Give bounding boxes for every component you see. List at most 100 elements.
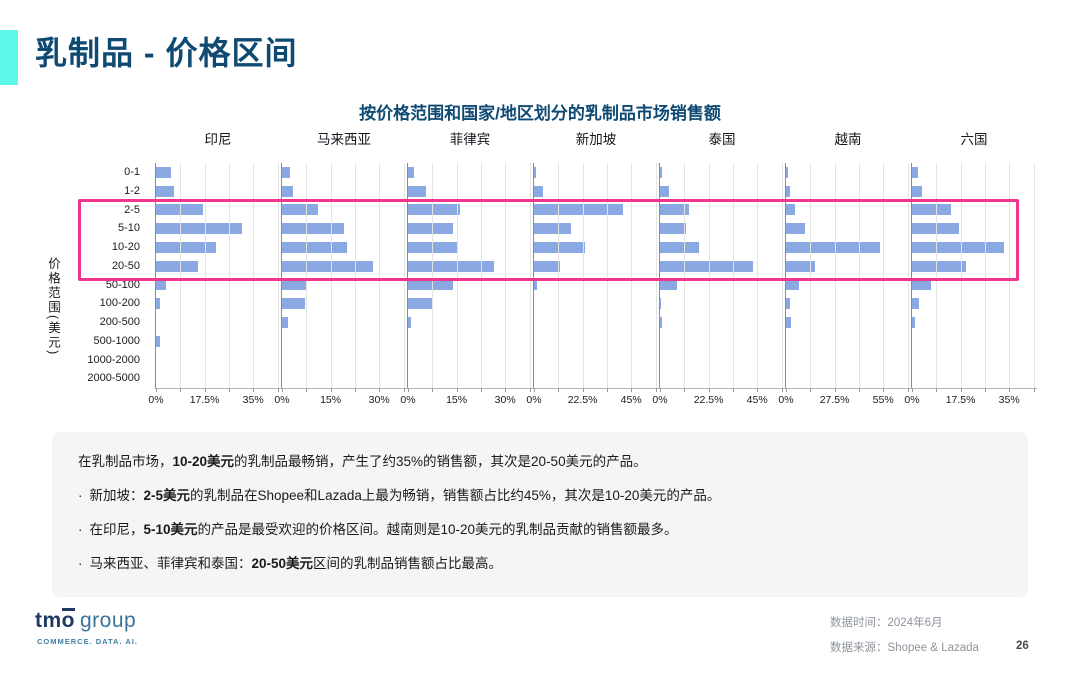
- price-range-label: 100-200: [99, 297, 140, 310]
- bar: [786, 223, 806, 235]
- bar: [786, 260, 816, 272]
- bar-row: [282, 163, 407, 182]
- bar-row: [534, 201, 659, 220]
- chart-panel-泰国: 0% 22.5% 45%: [652, 163, 785, 406]
- bar: [660, 316, 663, 328]
- bar: [534, 204, 623, 216]
- axis-tick-mark: [204, 388, 206, 392]
- bar-row: [660, 369, 785, 388]
- insight-text: 的产品是最受欢迎的价格区间。越南则是10-20美元的乳制品贡献的销售额最多。: [197, 522, 678, 537]
- bar-row: [282, 276, 407, 295]
- x-axis-tick-label: 0%: [778, 394, 794, 406]
- bar: [534, 185, 543, 197]
- axis-tick-mark: [834, 388, 836, 392]
- gridline: [204, 163, 206, 388]
- axis-tick-mark: [655, 388, 657, 392]
- bar-row: [156, 276, 281, 295]
- bar-row: [912, 276, 1037, 295]
- x-axis-tick-label: 27.5%: [819, 394, 850, 406]
- page-number: 26: [1016, 640, 1029, 652]
- bar-row: [660, 332, 785, 351]
- gridline: [354, 163, 356, 388]
- axis-tick-mark: [408, 388, 409, 392]
- bar: [912, 241, 1004, 253]
- x-axis-tick-label: 22.5%: [567, 394, 598, 406]
- bar: [282, 204, 318, 216]
- price-range-label: 200-500: [99, 316, 140, 328]
- chart-panel-印尼: 0% 17.5% 35%: [148, 163, 281, 406]
- bar: [660, 260, 753, 272]
- chart-panel-新加坡: 0% 22.5% 45%: [526, 163, 659, 406]
- price-range-label: 50-100: [105, 278, 140, 291]
- bar: [660, 241, 699, 253]
- bar: [912, 223, 960, 235]
- chart-panel-越南: 0% 27.5% 55%: [778, 163, 911, 406]
- bar: [786, 241, 880, 253]
- country-header: 菲律宾: [449, 132, 491, 147]
- bar-row: [534, 332, 659, 351]
- bar: [156, 241, 216, 253]
- bar-row: [534, 294, 659, 313]
- gridline: [960, 163, 962, 388]
- bar: [282, 316, 289, 328]
- gridline: [1009, 163, 1011, 388]
- x-axis-tick-label: 0%: [652, 394, 668, 406]
- axis-tick-mark: [529, 388, 531, 392]
- bar-row: [912, 369, 1037, 388]
- bar-row: [786, 332, 911, 351]
- bullet-dot: ·: [78, 488, 83, 503]
- axis-tick-mark: [505, 388, 507, 392]
- axis-tick-mark: [277, 388, 279, 392]
- insight-line: · 马来西亚、菲律宾和泰国：20-50美元区间的乳制品销售额占比最高。: [78, 557, 1004, 571]
- x-axis-tick-label: 45%: [620, 394, 642, 406]
- price-range-label: 500-1000: [93, 334, 141, 347]
- bar: [534, 166, 537, 178]
- bar-row: [660, 313, 785, 332]
- bar-row: [660, 257, 785, 276]
- axis-tick-mark: [960, 388, 962, 392]
- price-range-label: 5-10: [117, 222, 140, 235]
- axis-tick-mark: [907, 388, 909, 392]
- insight-text: 的乳制品最畅销，产生了约35%的销售额，其次是20-50美元的产品。: [234, 454, 647, 469]
- bar: [660, 279, 678, 291]
- x-axis-tick-label: 0%: [526, 394, 542, 406]
- chart-title: 按价格范围和国家/地区划分的乳制品市场销售额: [359, 104, 721, 123]
- logo-tagline: COMMERCE. DATA. AI.: [37, 637, 138, 646]
- country-header-row: 印尼 马来西亚 菲律宾 新加坡 泰国 越南 六国: [155, 128, 1037, 148]
- bar-row: [282, 351, 407, 370]
- price-range-label: 2-5: [124, 203, 140, 216]
- bar-row: [156, 313, 281, 332]
- bar-row: [156, 294, 281, 313]
- bar: [912, 204, 951, 216]
- axis-tick-mark: [403, 388, 405, 392]
- bar-row: [786, 294, 911, 313]
- gridline: [757, 163, 759, 388]
- axis-tick-mark: [480, 388, 482, 392]
- bar-row: [408, 313, 533, 332]
- price-range-label: 0-1: [124, 166, 140, 178]
- bar-row: [156, 332, 281, 351]
- bar: [282, 241, 347, 253]
- insight-line: 在乳制品市场，10-20美元的乳制品最畅销，产生了约35%的销售额，其次是20-…: [78, 455, 1004, 469]
- gridline: [306, 163, 308, 388]
- bar: [156, 185, 175, 197]
- axis-tick-mark: [379, 388, 381, 392]
- bar: [786, 279, 800, 291]
- bar: [534, 279, 538, 291]
- axis-tick-mark: [432, 388, 434, 392]
- gridline: [708, 163, 710, 388]
- bar-row: [534, 369, 659, 388]
- country-header: 马来西亚: [317, 132, 371, 147]
- axis-tick-mark: [606, 388, 608, 392]
- gridline: [180, 163, 182, 388]
- bar-row: [156, 182, 281, 201]
- bar-row: [660, 276, 785, 295]
- bar-row: [912, 332, 1037, 351]
- price-range-label: 2000-5000: [87, 372, 140, 385]
- page-title: 乳制品 - 价格区间: [35, 35, 298, 71]
- bar-row: [282, 219, 407, 238]
- insight-emphasis: 5-10美元: [143, 522, 198, 537]
- bar: [282, 185, 294, 197]
- axis-tick-mark: [984, 388, 986, 392]
- gridline: [505, 163, 507, 388]
